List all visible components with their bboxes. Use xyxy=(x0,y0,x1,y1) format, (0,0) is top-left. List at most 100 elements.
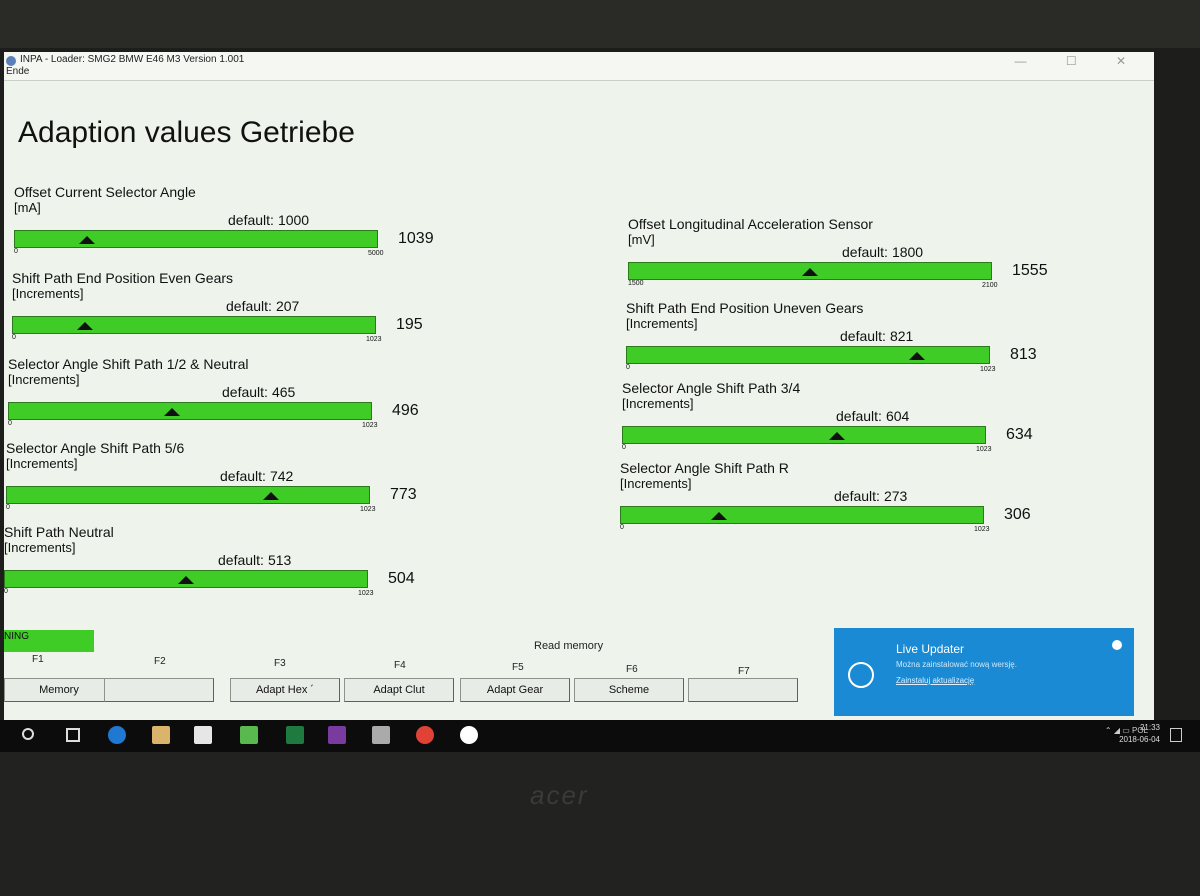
meter-selector-angle-path-r: Selector Angle Shift Path R [Increments]… xyxy=(620,460,1031,540)
meter-unit: [Increments] xyxy=(4,540,76,555)
menu-ende[interactable]: Ende xyxy=(6,66,30,77)
meter-unit: [Increments] xyxy=(626,316,698,331)
scheme-button[interactable]: Scheme xyxy=(574,678,684,702)
edge-icon[interactable] xyxy=(108,726,126,744)
memory-button[interactable]: Memory xyxy=(4,678,114,702)
f2-button[interactable] xyxy=(104,678,214,702)
inpa-app-icon[interactable] xyxy=(240,726,258,744)
default-value: 465 xyxy=(271,384,296,400)
default-label: default: xyxy=(222,384,268,400)
adapt-gear-button[interactable]: Adapt Gear xyxy=(460,678,570,702)
install-update-link[interactable]: Zainstaluj aktualizację xyxy=(896,676,975,685)
default-label: default: xyxy=(226,298,272,314)
toast-message: Można zainstalować nową wersję. xyxy=(896,660,1017,669)
range-max: 1023 xyxy=(366,336,382,343)
excel-icon[interactable] xyxy=(286,726,304,744)
meter-unit: [Increments] xyxy=(6,456,78,471)
meter-shift-path-neutral: Shift Path Neutral [Increments] default:… xyxy=(4,524,415,604)
range-min: 0 xyxy=(620,524,624,531)
default-marker-icon xyxy=(163,408,180,416)
range-min: 0 xyxy=(6,504,10,511)
onenote-icon[interactable] xyxy=(328,726,346,744)
level-bar xyxy=(622,426,986,444)
range-min: 1500 xyxy=(628,280,644,287)
live-updater-toast[interactable]: Live Updater Można zainstalować nową wer… xyxy=(834,628,1134,716)
bmw-icon[interactable] xyxy=(460,726,478,744)
f7-button[interactable] xyxy=(688,678,798,702)
close-icon[interactable] xyxy=(1112,640,1122,650)
meter-unit: [Increments] xyxy=(620,476,692,491)
meter-label: Selector Angle Shift Path 5/6 xyxy=(6,440,185,456)
meter-label: Shift Path End Position Even Gears xyxy=(12,270,234,286)
clock[interactable]: 21:33 2018-06-04 xyxy=(1119,722,1160,746)
fkey-label-f1: F1 xyxy=(32,654,44,665)
fkey-label-f3: F3 xyxy=(274,658,286,669)
default-label: default: xyxy=(218,552,264,568)
level-bar xyxy=(12,316,376,334)
meter-unit: [mV] xyxy=(628,232,655,247)
range-max: 5000 xyxy=(368,250,384,257)
meter-default: default: 1800 xyxy=(838,244,923,260)
level-bar xyxy=(620,506,984,524)
status-text: Read memory xyxy=(534,640,604,652)
range-min: 0 xyxy=(622,444,626,451)
default-value: 821 xyxy=(889,328,914,344)
range-min: 0 xyxy=(8,420,12,427)
default-marker-icon xyxy=(908,352,925,360)
level-bar xyxy=(14,230,378,248)
range-max: 1023 xyxy=(974,526,990,533)
windows-taskbar: ⌃ ◢ ▭ POL 21:33 2018-06-04 xyxy=(0,720,1200,752)
meter-selector-angle-path-34: Selector Angle Shift Path 3/4 [Increment… xyxy=(622,380,1033,460)
current-value: 813 xyxy=(1010,346,1037,363)
default-marker-icon xyxy=(178,576,194,584)
meter-default: default: 513 xyxy=(214,552,291,568)
level-bar xyxy=(8,402,372,420)
current-value: 306 xyxy=(1004,506,1031,523)
range-max: 1023 xyxy=(358,590,374,597)
meter-shift-path-end-even-gears: Shift Path End Position Even Gears [Incr… xyxy=(12,270,423,350)
page-title: Adaption values Getriebe xyxy=(18,116,355,149)
meter-label: Shift Path Neutral xyxy=(4,524,114,540)
notification-icon[interactable] xyxy=(1170,728,1182,742)
range-min: 0 xyxy=(14,248,18,255)
language-indicator[interactable]: POL xyxy=(1131,726,1148,735)
file-explorer-icon[interactable] xyxy=(152,726,170,744)
meter-label: Selector Angle Shift Path 1/2 & Neutral xyxy=(8,356,249,372)
store-icon[interactable] xyxy=(194,726,212,744)
toast-title: Live Updater xyxy=(896,642,965,656)
meter-selector-angle-path-12-neutral: Selector Angle Shift Path 1/2 & Neutral … xyxy=(8,356,419,436)
current-value: 634 xyxy=(1006,426,1033,443)
default-value: 1800 xyxy=(891,244,924,260)
current-value: 195 xyxy=(396,316,423,333)
clock-date: 2018-06-04 xyxy=(1119,735,1160,744)
adapt-clut-button[interactable]: Adapt Clut xyxy=(344,678,454,702)
brand-logo: acer xyxy=(530,780,589,810)
chrome-icon[interactable] xyxy=(416,726,434,744)
task-view-icon[interactable] xyxy=(66,728,80,742)
default-value: 742 xyxy=(269,468,294,484)
meter-offset-current-selector-angle: Offset Current Selector Angle [mA] defau… xyxy=(14,184,434,264)
level-bar xyxy=(626,346,990,364)
meter-default: default: 604 xyxy=(832,408,909,424)
current-value: 1039 xyxy=(398,230,434,247)
default-marker-icon xyxy=(802,268,818,276)
default-marker-icon xyxy=(710,512,727,520)
meter-unit: [Increments] xyxy=(8,372,80,387)
default-value: 513 xyxy=(267,552,292,568)
meter-default: default: 465 xyxy=(218,384,295,400)
meter-default: default: 273 xyxy=(830,488,907,504)
adapt-hex-button[interactable]: Adapt Hex ´ xyxy=(230,678,340,702)
fkey-label-f7: F7 xyxy=(738,666,750,677)
level-bar xyxy=(628,262,992,280)
window-controls[interactable]: — ☐ ✕ xyxy=(1014,54,1144,68)
default-label: default: xyxy=(840,328,886,344)
default-label: default: xyxy=(228,212,274,228)
system-tray[interactable]: ⌃ ◢ ▭ POL xyxy=(1104,726,1148,735)
current-value: 773 xyxy=(390,486,417,503)
range-min: 0 xyxy=(626,364,630,371)
fkey-label-f4: F4 xyxy=(394,660,406,671)
search-icon[interactable] xyxy=(22,728,34,740)
calculator-icon[interactable] xyxy=(372,726,390,744)
default-value: 604 xyxy=(885,408,910,424)
fkey-label-f2: F2 xyxy=(154,656,166,667)
